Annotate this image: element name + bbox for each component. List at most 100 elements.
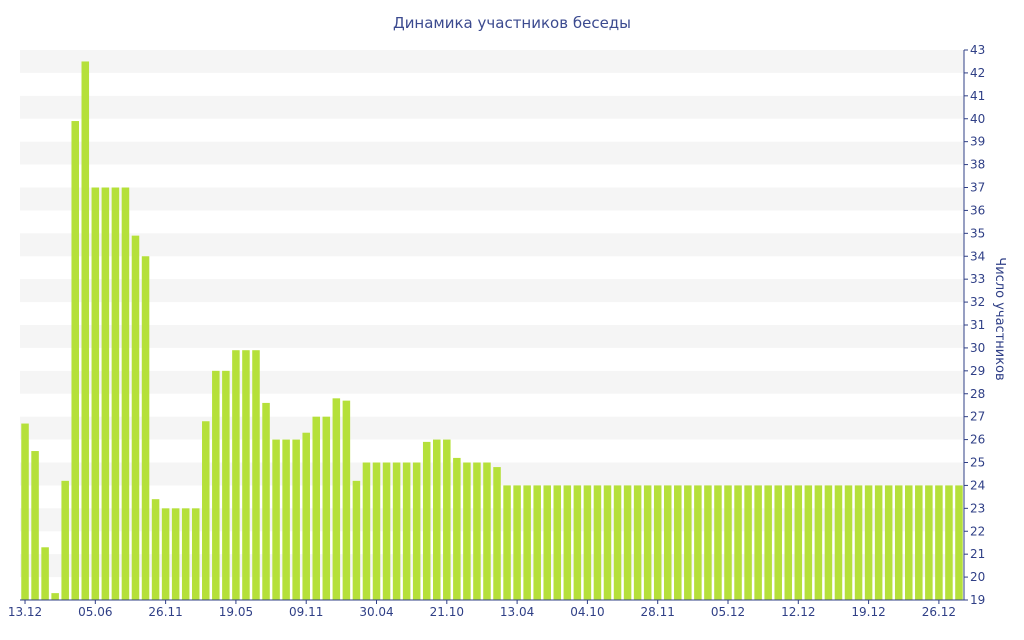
- bar: [583, 485, 592, 600]
- bar: [653, 485, 662, 600]
- bar: [312, 416, 321, 600]
- bar: [824, 485, 833, 600]
- y-tick-label: 42: [970, 66, 985, 80]
- bar: [282, 439, 290, 600]
- y-tick-label: 24: [970, 478, 985, 492]
- bar: [945, 485, 953, 600]
- bar: [543, 485, 551, 600]
- bar: [161, 508, 170, 600]
- bar: [864, 485, 873, 600]
- bar: [784, 485, 793, 600]
- bar: [844, 485, 853, 600]
- bar: [131, 235, 140, 601]
- y-tick-label: 22: [970, 524, 985, 538]
- bar: [61, 480, 69, 600]
- y-tick-label: 26: [970, 433, 985, 447]
- bar: [302, 432, 310, 600]
- bar: [292, 439, 300, 600]
- bar: [925, 485, 933, 600]
- bar: [171, 508, 180, 600]
- x-tick-label: 09.11: [289, 605, 323, 619]
- grid-band: [20, 187, 964, 211]
- x-tick-label: 19.05: [219, 605, 253, 619]
- bar: [232, 350, 240, 600]
- x-tick-label: 12.12: [781, 605, 815, 619]
- bar: [402, 462, 411, 600]
- grid-band: [20, 233, 964, 257]
- x-tick-label: 19.12: [851, 605, 885, 619]
- bar: [834, 485, 843, 600]
- bar: [593, 485, 602, 600]
- y-tick-label: 19: [970, 593, 985, 607]
- bar: [71, 121, 79, 600]
- y-tick-label: 28: [970, 387, 985, 401]
- chart-title: Динамика участников беседы: [392, 14, 632, 32]
- bar: [814, 485, 823, 600]
- bar: [272, 439, 280, 600]
- grid-band: [20, 95, 964, 119]
- bar: [352, 480, 361, 600]
- bar: [724, 485, 732, 600]
- bar: [202, 421, 210, 600]
- x-tick-label: 13.12: [8, 605, 42, 619]
- grid-band: [20, 554, 964, 578]
- bar: [694, 485, 702, 600]
- bar: [342, 400, 351, 601]
- bar: [714, 485, 722, 600]
- bar: [262, 402, 270, 600]
- bar: [322, 416, 331, 600]
- bar: [774, 485, 782, 600]
- bar: [744, 485, 752, 600]
- bar: [533, 485, 541, 600]
- bar: [613, 485, 622, 600]
- bar: [181, 508, 190, 600]
- bar: [111, 187, 120, 600]
- x-tick-label: 26.12: [922, 605, 956, 619]
- y-tick-label: 29: [970, 364, 985, 378]
- bar: [453, 457, 461, 600]
- bar: [894, 485, 903, 600]
- bar: [473, 462, 481, 600]
- bar: [362, 462, 371, 600]
- bar: [121, 187, 130, 600]
- bar: [884, 485, 893, 600]
- x-tick-label: 05.06: [78, 605, 112, 619]
- y-tick-label: 32: [970, 295, 985, 309]
- y-tick-label: 21: [970, 547, 985, 561]
- bar: [935, 485, 943, 600]
- y-axis-title: Число участников: [992, 257, 1007, 380]
- bar: [553, 485, 562, 600]
- bar: [212, 370, 220, 600]
- bar: [493, 467, 501, 600]
- y-tick-label: 41: [970, 89, 985, 103]
- x-tick-label: 05.12: [711, 605, 745, 619]
- bar: [513, 485, 521, 600]
- bar: [443, 439, 451, 600]
- bar: [684, 485, 692, 600]
- grid-band: [20, 508, 964, 532]
- bar: [412, 462, 421, 600]
- x-tick-label: 21.10: [430, 605, 464, 619]
- x-tick-label: 13.04: [500, 605, 534, 619]
- grid-band: [20, 279, 964, 303]
- grid-band: [20, 325, 964, 348]
- y-tick-label: 38: [970, 158, 985, 172]
- bar: [704, 485, 712, 600]
- y-tick-label: 43: [970, 43, 985, 57]
- bar: [392, 462, 401, 600]
- y-tick-label: 40: [970, 112, 985, 126]
- grid-band: [20, 416, 964, 440]
- bar: [483, 462, 491, 600]
- grid-band: [20, 141, 964, 165]
- bar: [503, 485, 511, 600]
- grid-band: [20, 462, 964, 486]
- bar: [734, 485, 742, 600]
- bar: [523, 485, 531, 600]
- bar: [663, 485, 672, 600]
- bar: [804, 485, 813, 600]
- y-tick-label: 37: [970, 181, 985, 195]
- bar: [433, 439, 441, 600]
- bar: [623, 485, 632, 600]
